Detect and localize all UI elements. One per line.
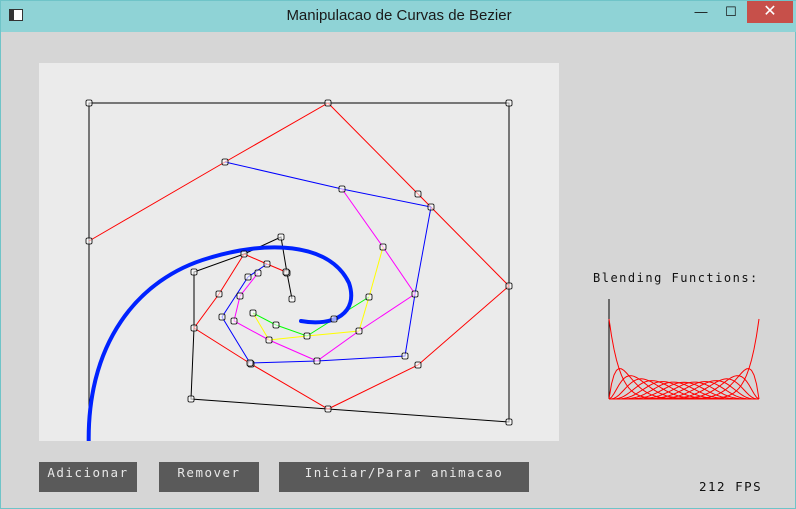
- control-point-handle[interactable]: [254, 269, 262, 277]
- control-point-handle[interactable]: [282, 268, 290, 276]
- control-polygon: [88, 102, 510, 441]
- blend-curve: [608, 318, 759, 400]
- control-point-handle[interactable]: [338, 185, 346, 193]
- control-point-handle[interactable]: [303, 332, 311, 340]
- bezier-curve: [86, 245, 354, 441]
- blend-curve: [609, 318, 760, 400]
- control-point-handle[interactable]: [324, 405, 332, 413]
- app-icon: [9, 9, 23, 21]
- blending-functions-label: Blending Functions:: [593, 271, 759, 285]
- control-point-handle[interactable]: [414, 361, 422, 369]
- blend-curves: [608, 318, 760, 400]
- control-point-handle[interactable]: [218, 313, 226, 321]
- control-point-handle[interactable]: [330, 315, 338, 323]
- control-point-handle[interactable]: [240, 250, 248, 258]
- control-point-handle[interactable]: [265, 336, 273, 344]
- close-icon[interactable]: ✕: [747, 1, 793, 23]
- control-point-handle[interactable]: [190, 324, 198, 332]
- toggle-animation-button[interactable]: Iniciar/Parar animacao: [279, 462, 529, 492]
- control-point-handle[interactable]: [244, 273, 252, 281]
- fps-counter: 212 FPS: [699, 479, 763, 494]
- bezier-drawing[interactable]: [39, 63, 559, 441]
- add-button[interactable]: Adicionar: [39, 462, 137, 492]
- control-point-handle[interactable]: [277, 233, 285, 241]
- control-point-handle[interactable]: [230, 317, 238, 325]
- control-point-handle[interactable]: [313, 357, 321, 365]
- control-point-handle[interactable]: [246, 359, 254, 367]
- control-point-handle[interactable]: [221, 158, 229, 166]
- minimize-icon[interactable]: —: [694, 4, 708, 19]
- control-point-handle[interactable]: [190, 268, 198, 276]
- control-point-handle[interactable]: [505, 282, 513, 290]
- control-point-handle[interactable]: [401, 352, 409, 360]
- control-point-handle[interactable]: [249, 309, 257, 317]
- control-point-handle[interactable]: [187, 395, 195, 403]
- casteljau-level-2: [221, 161, 432, 364]
- control-point-handle[interactable]: [263, 260, 271, 268]
- bezier-canvas[interactable]: [39, 63, 559, 441]
- maximize-icon[interactable]: ☐: [725, 4, 737, 19]
- control-point-handle[interactable]: [85, 99, 93, 107]
- control-point-handle[interactable]: [411, 290, 419, 298]
- control-point-handle[interactable]: [414, 190, 422, 198]
- control-point-handle[interactable]: [272, 321, 280, 329]
- window-title: Manipulacao de Curvas de Bezier: [286, 7, 512, 24]
- control-point-handle[interactable]: [365, 293, 373, 301]
- remove-button[interactable]: Remover: [159, 462, 259, 492]
- client-area: Blending Functions: Adicionar Remover In…: [9, 32, 789, 502]
- control-point-handle[interactable]: [505, 418, 513, 426]
- control-point-handle[interactable]: [324, 99, 332, 107]
- control-point-handle[interactable]: [215, 290, 223, 298]
- control-point-handle[interactable]: [355, 327, 363, 335]
- control-points[interactable]: [85, 99, 513, 441]
- control-point-handle[interactable]: [85, 237, 93, 245]
- blending-functions-plot: [608, 299, 760, 400]
- control-point-handle[interactable]: [427, 203, 435, 211]
- control-point-handle[interactable]: [236, 292, 244, 300]
- casteljau-level-1: [88, 102, 510, 410]
- control-point-handle[interactable]: [505, 99, 513, 107]
- control-point-handle[interactable]: [379, 243, 387, 251]
- title-bar[interactable]: Manipulacao de Curvas de Bezier — ☐ ✕: [1, 1, 796, 32]
- control-point-handle[interactable]: [288, 295, 296, 303]
- casteljau-level-4: [252, 246, 384, 341]
